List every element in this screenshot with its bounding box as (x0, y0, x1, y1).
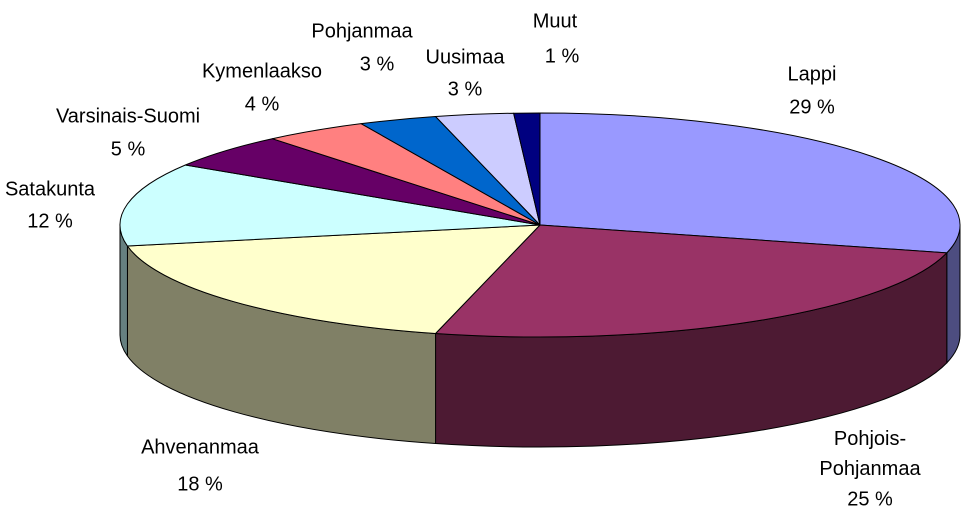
slice-label: Varsinais-Suomi (56, 105, 200, 127)
slice (435, 224, 948, 338)
slice-label: Kymenlaakso (202, 60, 322, 82)
slice (126, 224, 541, 334)
value-label: 29 % (789, 96, 835, 118)
value-label: 1 % (545, 45, 580, 67)
slice-label: Ahvenanmaa (141, 436, 260, 458)
value-label: 3 % (360, 53, 395, 75)
value-label: 12 % (27, 210, 73, 232)
slice (539, 112, 961, 254)
slice-label: Pohjois- Pohjanmaa (819, 428, 921, 480)
slice-label: Uusimaa (426, 46, 506, 68)
value-label: 18 % (177, 473, 223, 495)
value-label: 25 % (847, 488, 893, 510)
label-line: Pohjanmaa (819, 458, 921, 480)
slice-label: Lappi (788, 63, 837, 85)
slice-label: Satakunta (5, 178, 96, 200)
value-label: 3 % (448, 78, 483, 100)
label-line: Pohjois- (834, 428, 906, 450)
slice-label: Muut (533, 10, 578, 32)
value-label: 5 % (111, 138, 146, 160)
value-label: 4 % (245, 93, 280, 115)
slice (513, 112, 541, 226)
slice-label: Pohjanmaa (311, 20, 413, 42)
slice (119, 164, 541, 247)
